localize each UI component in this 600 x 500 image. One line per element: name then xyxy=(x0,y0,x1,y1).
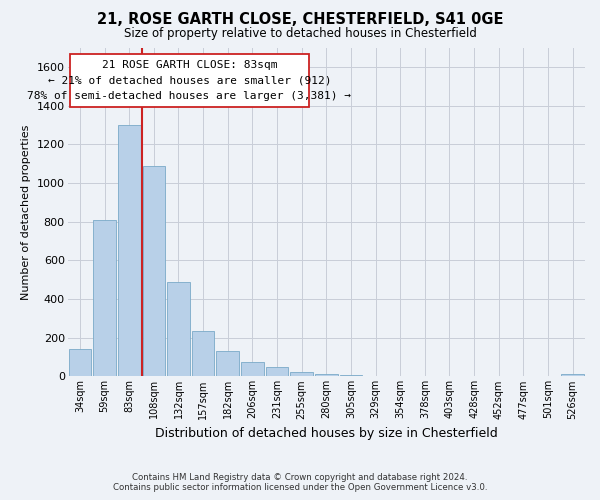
Bar xyxy=(241,362,264,376)
Bar xyxy=(192,331,214,376)
Bar xyxy=(562,374,584,376)
Text: 21, ROSE GARTH CLOSE, CHESTERFIELD, S41 0GE: 21, ROSE GARTH CLOSE, CHESTERFIELD, S41 … xyxy=(97,12,503,28)
Bar xyxy=(315,374,338,376)
Bar xyxy=(266,367,289,376)
Text: Size of property relative to detached houses in Chesterfield: Size of property relative to detached ho… xyxy=(124,28,476,40)
Bar xyxy=(93,220,116,376)
FancyBboxPatch shape xyxy=(70,54,309,106)
Bar xyxy=(143,166,165,376)
Bar xyxy=(290,372,313,376)
Text: Contains HM Land Registry data © Crown copyright and database right 2024.
Contai: Contains HM Land Registry data © Crown c… xyxy=(113,473,487,492)
Y-axis label: Number of detached properties: Number of detached properties xyxy=(21,124,31,300)
Bar xyxy=(167,282,190,376)
Bar xyxy=(68,350,91,376)
X-axis label: Distribution of detached houses by size in Chesterfield: Distribution of detached houses by size … xyxy=(155,427,497,440)
Bar xyxy=(118,125,140,376)
Text: 21 ROSE GARTH CLOSE: 83sqm
← 21% of detached houses are smaller (912)
78% of sem: 21 ROSE GARTH CLOSE: 83sqm ← 21% of deta… xyxy=(28,60,352,101)
Bar xyxy=(217,351,239,376)
